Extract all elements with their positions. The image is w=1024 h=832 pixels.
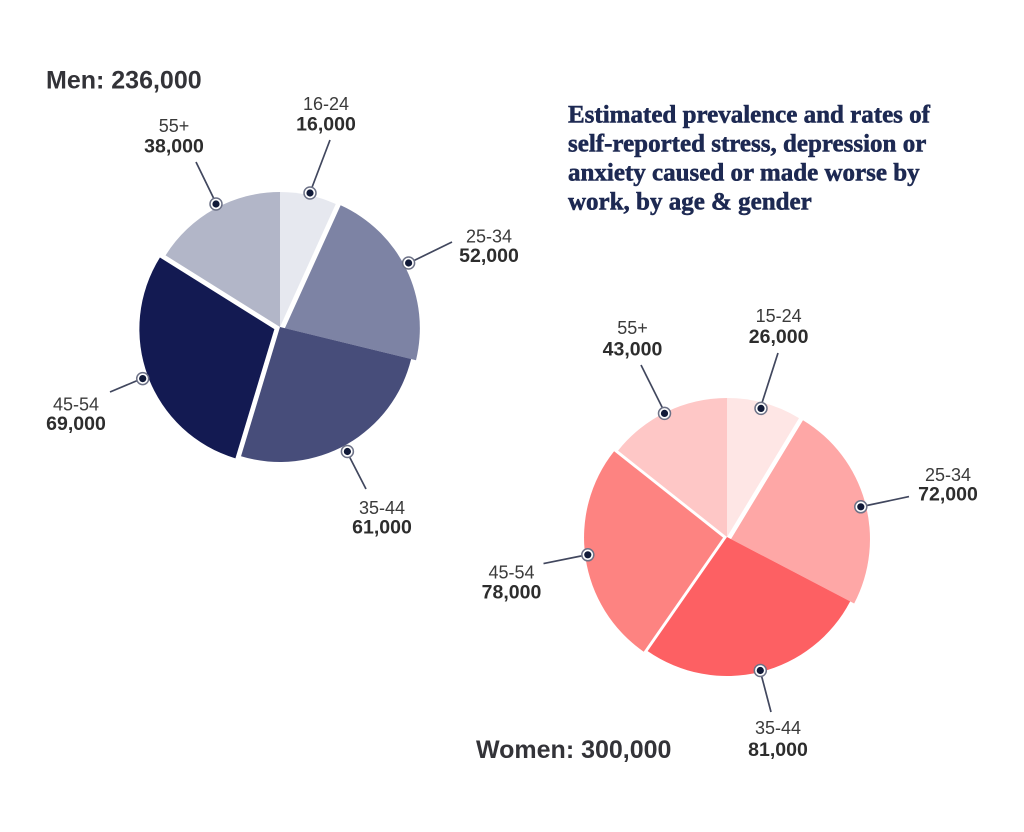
svg-text:35-44: 35-44 bbox=[359, 498, 405, 518]
svg-text:Women: 300,000: Women: 300,000 bbox=[476, 736, 671, 764]
svg-text:16,000: 16,000 bbox=[296, 114, 356, 136]
svg-text:self-reported stress, depressi: self-reported stress, depression or bbox=[568, 131, 926, 158]
svg-text:69,000: 69,000 bbox=[46, 413, 106, 435]
svg-text:52,000: 52,000 bbox=[459, 245, 519, 267]
svg-text:Estimated prevalence and rates: Estimated prevalence and rates of bbox=[568, 102, 931, 129]
svg-text:15-24: 15-24 bbox=[756, 306, 802, 326]
svg-text:55+: 55+ bbox=[159, 116, 190, 136]
svg-text:work, by age & gender: work, by age & gender bbox=[568, 189, 812, 216]
svg-text:35-44: 35-44 bbox=[755, 718, 801, 738]
svg-text:43,000: 43,000 bbox=[603, 339, 663, 361]
svg-text:81,000: 81,000 bbox=[748, 739, 808, 761]
svg-text:26,000: 26,000 bbox=[749, 326, 809, 348]
svg-text:72,000: 72,000 bbox=[918, 484, 978, 506]
svg-text:78,000: 78,000 bbox=[482, 582, 542, 604]
svg-text:45-54: 45-54 bbox=[488, 563, 534, 583]
svg-text:55+: 55+ bbox=[617, 318, 648, 338]
svg-text:61,000: 61,000 bbox=[352, 517, 412, 539]
svg-text:45-54: 45-54 bbox=[53, 395, 99, 415]
svg-text:25-34: 25-34 bbox=[466, 227, 512, 247]
svg-text:38,000: 38,000 bbox=[144, 136, 204, 158]
svg-text:anxiety caused or made worse b: anxiety caused or made worse by bbox=[568, 160, 920, 187]
svg-text:Men: 236,000: Men: 236,000 bbox=[46, 67, 202, 95]
svg-text:16-24: 16-24 bbox=[303, 94, 349, 114]
svg-text:25-34: 25-34 bbox=[925, 465, 971, 485]
